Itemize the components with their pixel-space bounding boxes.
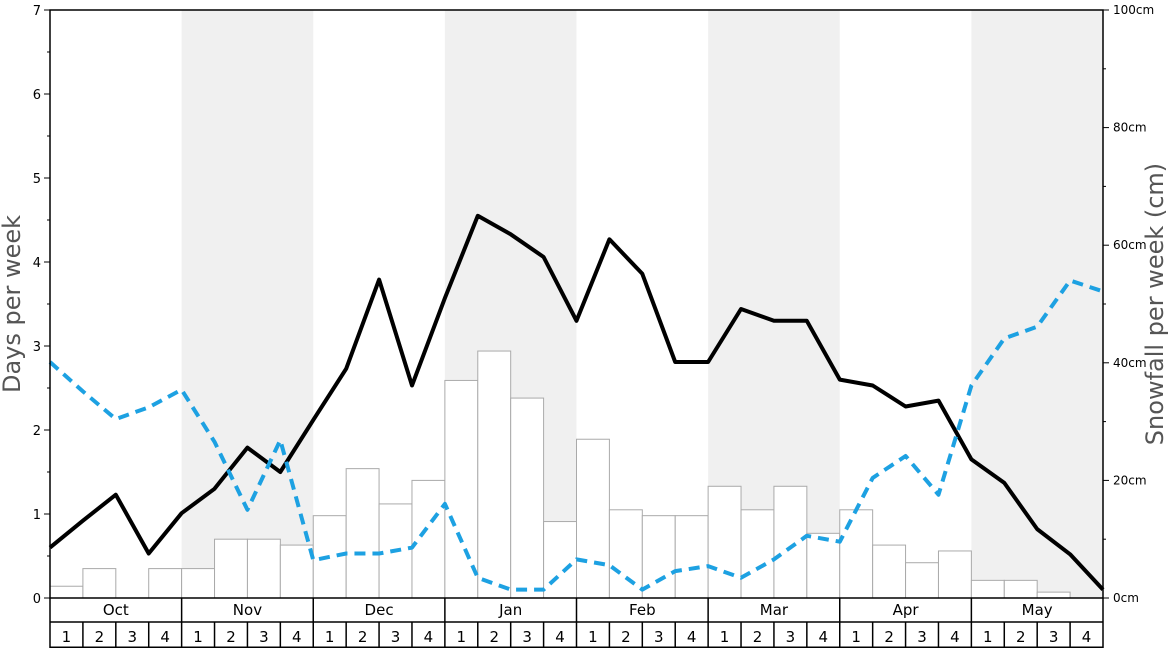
week-label: 4: [950, 628, 960, 646]
left-tick-label: 6: [33, 88, 41, 103]
left-axis: 0 1 2 3 4 5 6 7: [33, 4, 50, 607]
left-tick-label: 5: [33, 172, 41, 187]
week-label: 1: [983, 628, 993, 646]
week-label: 2: [226, 628, 236, 646]
week-label: 1: [720, 628, 730, 646]
month-label: Apr: [893, 601, 920, 619]
x-axis: Oct Nov Dec Jan Feb Mar Apr May 1 2 3 4 1 2 3 4 1 2 3 4 1 2 3 4…: [49, 598, 1104, 648]
snowfall-bar: [49, 585, 84, 599]
snowfall-bar: [905, 562, 939, 599]
week-label: 2: [753, 628, 763, 646]
week-label: 1: [193, 628, 203, 646]
snowfall-bar: [279, 544, 314, 599]
snowfall-bar: [82, 568, 117, 599]
left-tick-label: 0: [33, 592, 41, 607]
snowfall-bar: [181, 568, 216, 599]
week-label: 4: [555, 628, 565, 646]
right-axis-title: Snowfall per week (cm): [1141, 163, 1168, 445]
week-label: 2: [489, 628, 499, 646]
snowfall-bar: [937, 550, 972, 599]
snowfall-bar: [740, 509, 775, 599]
week-label: 1: [62, 628, 72, 646]
right-tick-label: 20cm: [1113, 473, 1147, 487]
week-label: 2: [358, 628, 368, 646]
snowfall-bar: [707, 485, 742, 599]
week-label: 1: [851, 628, 861, 646]
right-axis: 0cm 20cm 40cm 60cm 80cm 100cm: [1103, 3, 1154, 605]
month-bands: [181, 10, 1103, 598]
snowfall-bar: [214, 538, 248, 599]
month-label: Jan: [498, 601, 522, 619]
snowfall-bar: [806, 532, 841, 599]
month-label: Feb: [629, 601, 656, 619]
snowfall-bar: [1036, 591, 1071, 599]
left-axis-title: Days per week: [0, 215, 26, 393]
right-tick-label: 80cm: [1113, 121, 1147, 135]
snowfall-bar: [246, 538, 281, 599]
month-band: [181, 10, 314, 598]
week-label: 4: [687, 628, 697, 646]
right-tick-label: 40cm: [1113, 356, 1147, 370]
week-label: 2: [884, 628, 894, 646]
snowfall-bar: [477, 350, 512, 599]
week-label: 3: [917, 628, 927, 646]
month-label: Nov: [233, 601, 262, 619]
week-label: 3: [1049, 628, 1059, 646]
week-label: 3: [259, 628, 269, 646]
snowfall-bar: [773, 485, 808, 599]
left-tick-label: 7: [33, 4, 41, 19]
right-tick-label: 100cm: [1113, 3, 1154, 17]
snowfall-bar: [148, 568, 183, 599]
week-label: 3: [391, 628, 401, 646]
right-tick-label: 60cm: [1113, 238, 1147, 252]
week-label: 3: [786, 628, 796, 646]
week-label: 3: [654, 628, 664, 646]
month-band: [971, 10, 1103, 598]
right-tick-label: 0cm: [1113, 591, 1139, 605]
month-label: Mar: [760, 601, 789, 619]
snowfall-bar: [444, 379, 479, 599]
snowfall-bar: [411, 479, 446, 599]
month-label: Oct: [103, 601, 129, 619]
week-label: 4: [160, 628, 170, 646]
snowfall-bar: [839, 509, 874, 599]
left-tick-label: 1: [33, 508, 41, 523]
snowfall-bar: [1003, 579, 1038, 599]
snowfall-bar: [345, 468, 380, 599]
week-label: 2: [1016, 628, 1026, 646]
week-label: 4: [1082, 628, 1092, 646]
left-tick-label: 2: [33, 424, 41, 439]
snowfall-bar: [576, 438, 610, 599]
snowfall-bar: [872, 544, 907, 599]
snowfall-bar: [608, 509, 643, 599]
snowfall-bar: [510, 397, 545, 599]
snowfall-bars: [49, 350, 1071, 599]
week-label: 1: [588, 628, 598, 646]
week-label: 4: [424, 628, 434, 646]
week-label: 4: [819, 628, 829, 646]
week-label: 2: [95, 628, 105, 646]
left-tick-label: 3: [33, 340, 41, 355]
month-label: Dec: [365, 601, 394, 619]
week-label: 3: [127, 628, 137, 646]
left-tick-label: 4: [33, 256, 41, 271]
week-label: 2: [621, 628, 631, 646]
solid-days-line: [48, 213, 1105, 591]
week-label: 1: [457, 628, 467, 646]
week-label: 4: [292, 628, 302, 646]
snowfall-bar: [674, 515, 709, 599]
day-lines: [48, 213, 1105, 592]
week-label: 1: [325, 628, 335, 646]
month-label: May: [1022, 601, 1053, 619]
snowfall-bar: [543, 521, 577, 599]
snowfall-bar: [970, 579, 1005, 599]
dashed-days-line: [48, 278, 1104, 592]
week-label: 3: [522, 628, 532, 646]
